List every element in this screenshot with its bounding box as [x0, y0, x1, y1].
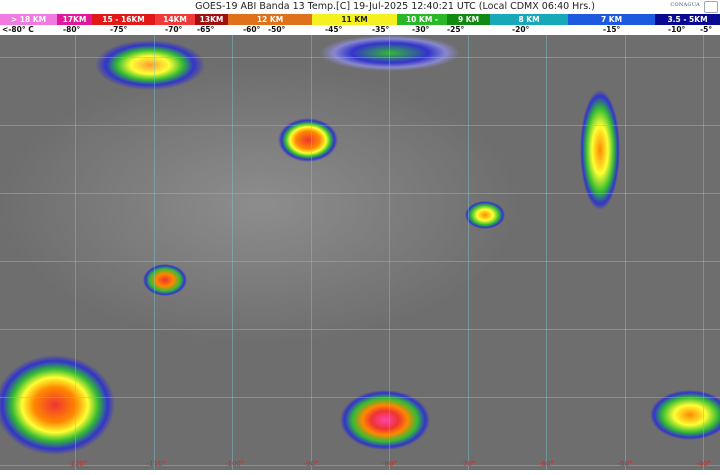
- altitude-legend: > 18 KM 17KM 15 - 16KM 14KM 13KM 12 KM 11 KM 10…: [0, 14, 720, 25]
- latitude-gridline: [0, 193, 720, 194]
- longitude-label: -40°: [696, 460, 711, 468]
- latitude-gridline: [0, 465, 720, 466]
- longitude-gridline: [703, 35, 704, 470]
- satellite-image: -120° -110° -100° -90° -80° -70° -60° -50° -40°: [0, 35, 720, 470]
- legend-item: 11 KM: [312, 14, 397, 25]
- longitude-label: -80°: [382, 460, 397, 468]
- temperature-label: -70°: [165, 25, 183, 34]
- longitude-label: -60°: [539, 460, 554, 468]
- longitude-gridline: [153, 35, 155, 470]
- longitude-label: -70°: [460, 460, 476, 468]
- longitude-gridline: [310, 35, 312, 470]
- temperature-label: -60°: [243, 25, 261, 34]
- conagua-logo: CONAGUA: [670, 2, 700, 8]
- longitude-gridline: [232, 35, 233, 470]
- temperature-label: -35°: [372, 25, 390, 34]
- longitude-label: -50°: [617, 460, 633, 468]
- temperature-label: <-80° C: [2, 25, 34, 34]
- longitude-label: -120°: [68, 460, 88, 468]
- government-seal-icon: [704, 1, 718, 13]
- legend-item: 13KM: [195, 14, 228, 25]
- latitude-gridline: [0, 125, 720, 126]
- longitude-label: -90°: [303, 460, 319, 468]
- legend-item: 3.5 - 5KM: [655, 14, 720, 25]
- latitude-gridline: [0, 397, 720, 398]
- temperature-scale: <-80° C -80° -75° -70° -65° -60° -50° -45° -35° -…: [0, 25, 720, 35]
- longitude-label: -110°: [146, 460, 166, 468]
- temperature-label: -80°: [63, 25, 81, 34]
- legend-item: 9 KM: [447, 14, 490, 25]
- temperature-label: -10°: [668, 25, 686, 34]
- legend-item: 10 KM -: [397, 14, 447, 25]
- legend-item: 17KM: [57, 14, 92, 25]
- legend-item: 14KM: [155, 14, 195, 25]
- latitude-gridline: [0, 57, 720, 58]
- temperature-label: -45°: [325, 25, 343, 34]
- temperature-label: -15°: [603, 25, 621, 34]
- legend-item: > 18 KM: [0, 14, 57, 25]
- temperature-label: -5°: [700, 25, 713, 34]
- legend-item: 12 KM: [228, 14, 312, 25]
- longitude-gridline: [75, 35, 76, 470]
- temperature-label: -25°: [447, 25, 465, 34]
- legend-item: 7 KM: [568, 14, 655, 25]
- legend-item: 8 KM: [490, 14, 568, 25]
- longitude-label: -100°: [225, 460, 245, 468]
- image-title: GOES-19 ABI Banda 13 Temp.[C] 19-Jul-202…: [195, 1, 595, 12]
- longitude-gridline: [546, 35, 547, 470]
- temperature-label: -65°: [197, 25, 215, 34]
- legend-item: 15 - 16KM: [92, 14, 155, 25]
- longitude-gridline: [467, 35, 469, 470]
- longitude-gridline: [389, 35, 390, 470]
- temperature-label: -20°: [512, 25, 530, 34]
- latitude-gridline: [0, 261, 720, 262]
- latitude-gridline: [0, 329, 720, 330]
- temperature-label: -75°: [110, 25, 128, 34]
- temperature-label: -50°: [268, 25, 286, 34]
- longitude-gridline: [624, 35, 626, 470]
- temperature-label: -30°: [412, 25, 430, 34]
